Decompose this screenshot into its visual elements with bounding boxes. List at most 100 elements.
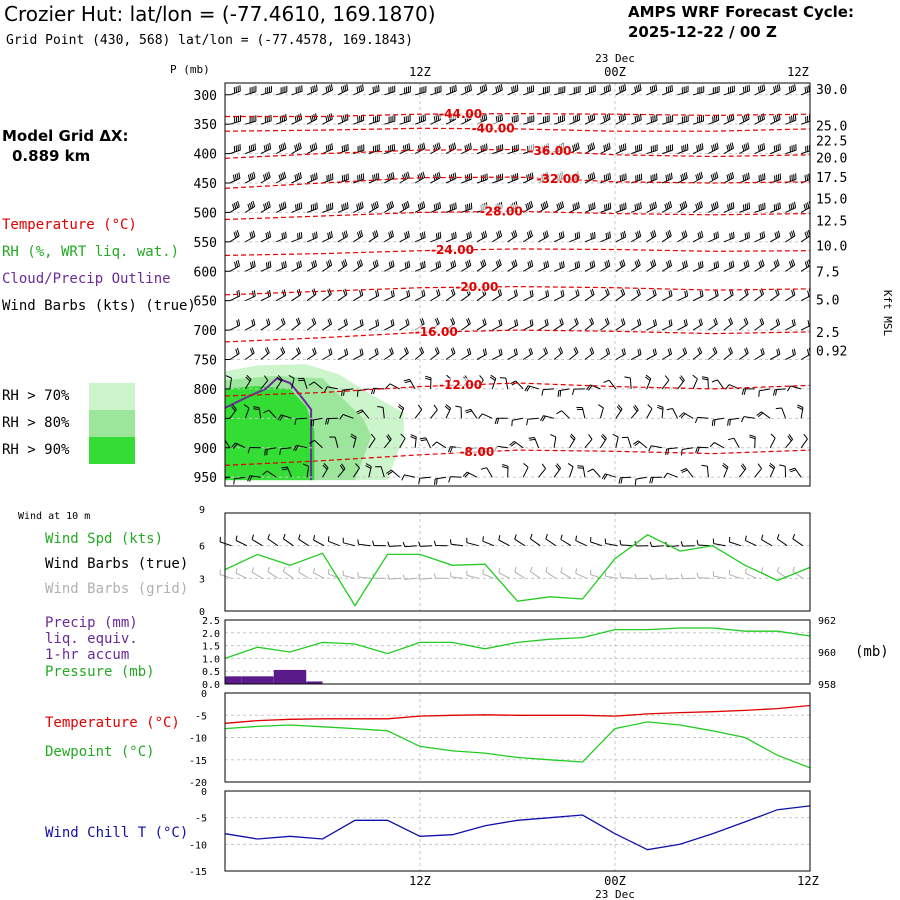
wind-barb [353,201,364,213]
wind-barb [384,115,396,125]
wind-barb [584,172,596,184]
kft-tick-label: 7.5 [816,265,839,280]
surface-barb-true [449,539,464,547]
wind-barb [615,202,627,213]
precip-bar [306,681,323,684]
wind-barb [403,378,416,390]
temperature-contour-label: -20.00 [455,280,498,294]
grid-res-value: 0.889 km [12,147,91,165]
wind-barb [414,201,426,213]
wind-barb [740,416,755,423]
wind-barb [723,231,735,243]
wind-barb [708,289,719,302]
wind-barb [775,407,787,419]
wind-chill-ytick: -15 [189,867,207,878]
wind-barb [556,410,570,419]
wind-barb [260,86,272,96]
temperature-contour [225,112,810,118]
wind-barb [229,200,240,213]
wind-barb [329,436,339,448]
wind-barb [461,259,472,272]
surface-barb-grid [649,574,664,580]
wind-barb [631,113,642,125]
wind-barb [476,259,487,272]
surface-barb-true [498,534,510,547]
wind-barb [245,290,256,302]
wind-barb [754,317,765,331]
temperature-contour [225,127,810,132]
temp-dewpoint-panel: Temperature (°C) Dewpoint (°C) -20 -15 -10 -5… [45,689,811,789]
cross-section-frame [224,82,811,487]
wind-barb [260,231,272,243]
wind-barb [399,260,411,272]
wind-barb [569,433,576,449]
surface-barb-grid [251,567,263,579]
surface-barb-true [267,534,279,547]
wind-barb [738,463,747,478]
wind-speed-line [224,534,811,607]
precip-bar [273,669,290,684]
temperature-contour-label: -36.00 [529,144,572,158]
wind-barb [507,289,518,302]
wind-barb [692,318,703,331]
wind-barb [306,317,317,331]
wind-barb [576,406,586,419]
wind-barb [615,318,626,331]
wind-barb [800,85,810,96]
bottom-time-tick-label: 00Z [604,874,626,888]
wind-barb [739,202,751,213]
wind-barb [480,467,493,478]
grid-res-label: Model Grid ΔX: [2,127,129,145]
wind-barb [708,142,719,155]
wind-barb [677,171,688,184]
wind-barb [754,84,766,96]
wind-barb [294,417,308,425]
wind-barb [322,318,333,331]
wind-barb [365,463,372,478]
wind-barb [368,229,379,243]
swatch-rh80 [89,410,135,437]
wind-barb [711,417,724,427]
wind-barb [461,347,472,360]
wind-barb [646,289,657,302]
kft-tick-label: 10.0 [816,239,847,254]
surface-barb-grid [219,569,232,579]
surface-barb-true [219,536,232,547]
surface-barb-grid [466,570,479,579]
wind-barb [754,259,765,272]
dewpoint-line [224,721,811,769]
wind-legend-1: Wind Barbs (true) [45,556,188,572]
pressure-tick-label: 650 [194,295,217,310]
wind-barb [785,114,797,125]
wind-barb [229,144,241,155]
pressure-axis-title: P (mb) [170,63,210,76]
wind-barb [661,115,674,125]
wind-barb [522,200,534,213]
wind-ytick: 3 [199,574,205,585]
wind-barb [553,260,565,272]
wind-barb [229,404,237,419]
wind-barb [646,84,658,96]
precip-ytick: 0.0 [202,680,220,691]
surface-barb-grid [235,568,248,579]
page-title: Crozier Hut: lat/lon = (-77.4610, 169.18… [4,2,436,26]
wind-barb [461,317,471,331]
wind-barb [770,173,782,184]
wind-barb [692,171,703,184]
surface-barb-true [560,534,572,547]
wind-barb [322,348,333,360]
surface-barb-true [729,536,742,547]
wind-barb [538,230,549,243]
wind-barb [337,259,348,272]
wind-barb [723,317,734,331]
wind-barb [708,317,718,331]
wind-barb [800,289,810,302]
wind-barb [306,347,317,360]
wind-barb [401,474,416,481]
wind-barb [430,260,442,272]
panel-frame [224,512,811,612]
surface-barb-grid [498,567,510,579]
wind-barb [384,200,395,213]
surface-barb-grid [449,571,464,579]
wind-barb [507,84,519,96]
